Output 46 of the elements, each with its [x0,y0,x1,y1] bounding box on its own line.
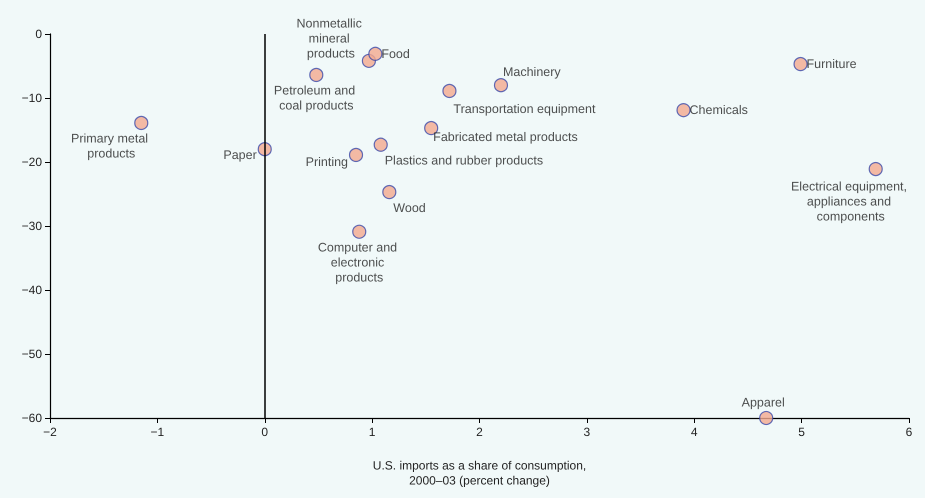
x-axis-title: U.S. imports as a share of consumption, 2000–03 (percent change) [372,458,586,488]
point [368,46,382,61]
point [352,224,366,239]
annotation: Chemicals [690,103,748,118]
x-tick-label: 6 [906,425,913,439]
annotation: Wood [393,201,426,216]
y-tick-label: −50 [22,347,42,361]
x-tick-label: −2 [43,425,58,439]
x-tick-label: 1 [368,425,376,439]
y-tick-label: −60 [22,411,42,425]
point [382,184,396,200]
annotation: Machinery [502,65,562,80]
annotation: Primary metal products [70,131,152,160]
annotation: Plastics and rubber products [384,154,544,168]
point [759,410,774,426]
annotation: Transportation equipment [453,102,596,116]
x-tick-label: −1 [150,425,165,439]
point [348,148,364,162]
annotation: Furniture [806,57,857,72]
annotation: Paper [223,148,257,162]
annotation: Petroleum and coal products [274,83,359,112]
annotation: Fabricated metal products [433,130,578,144]
point [374,138,388,152]
point [494,78,508,92]
point [676,103,691,118]
annotation: Food [381,46,410,61]
y-tick-label: −30 [22,219,42,233]
y-tick-label: −10 [22,91,42,105]
y-tick-label: −20 [22,155,42,169]
annotation: Apparel [742,396,785,410]
x-tick-label: 5 [798,425,806,439]
point [134,116,148,130]
y-tick-label: 0 [35,27,42,41]
x-tick-label: 3 [584,425,591,439]
annotation: Electrical equipment, appliances and components [790,180,910,224]
x-tick-label: 4 [690,425,698,439]
y-tick-label: −40 [22,283,42,297]
point [309,68,324,82]
x-tick-label: 2 [476,425,484,439]
annotation: Computer and electronic products [318,240,401,284]
point [442,84,457,98]
x-tick-label: 0 [261,425,268,439]
annotation: Printing [306,154,348,169]
point [793,56,808,72]
point [868,162,883,176]
annotation: Nonmetallic mineral products [296,16,366,60]
